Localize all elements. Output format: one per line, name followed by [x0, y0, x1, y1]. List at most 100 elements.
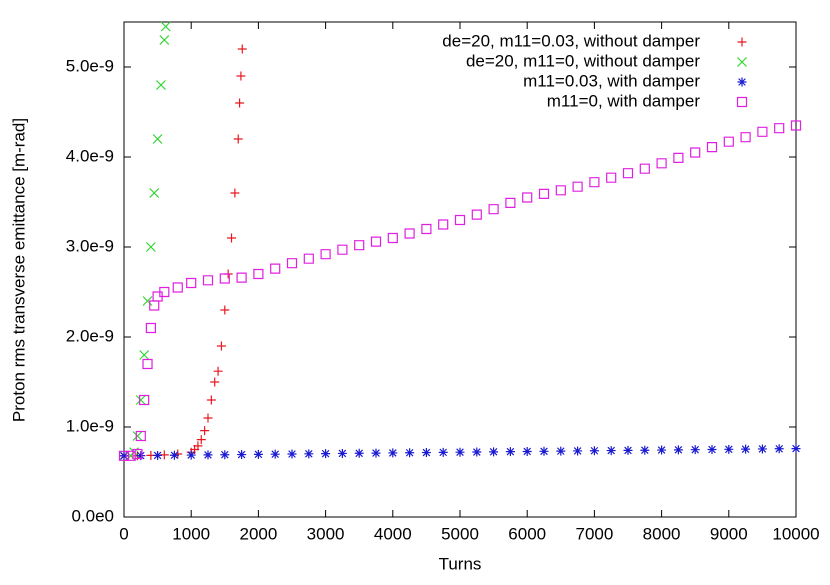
data-point [186, 450, 196, 460]
x-tick-label: 4000 [374, 524, 412, 543]
data-point [455, 447, 465, 457]
data-point [489, 447, 499, 457]
y-tick-label: 3.0e-9 [66, 236, 114, 255]
data-point [706, 142, 718, 153]
data-point [589, 446, 599, 456]
data-point [724, 444, 734, 454]
data-point [253, 268, 264, 280]
legend-label: m11=0, with damper [547, 91, 701, 110]
x-tick-label: 7000 [575, 524, 613, 543]
data-point [774, 444, 784, 454]
data-point [303, 253, 314, 264]
y-tick-label: 0.0e0 [71, 506, 114, 525]
data-point [227, 233, 237, 243]
legend-marker [737, 57, 747, 67]
data-point [505, 197, 516, 208]
data-point [370, 236, 382, 247]
data-point [640, 445, 650, 455]
data-point [371, 448, 381, 458]
data-point [220, 305, 230, 315]
data-point [573, 446, 583, 456]
data-point [471, 209, 482, 220]
data-point [139, 394, 150, 406]
data-point [253, 449, 263, 459]
data-point [387, 232, 398, 244]
data-point [673, 152, 684, 163]
data-point [421, 223, 432, 235]
data-point [774, 123, 785, 134]
data-point [216, 341, 226, 351]
data-point [145, 242, 156, 252]
data-point [139, 350, 150, 360]
data-point [454, 214, 466, 226]
data-point [589, 177, 600, 188]
data-point [690, 147, 701, 158]
data-point [219, 273, 230, 284]
data-point [230, 188, 240, 198]
data-point [505, 447, 515, 457]
data-point [488, 204, 499, 215]
x-tick-label: 0 [119, 524, 128, 543]
data-point [159, 35, 170, 45]
data-point [287, 449, 297, 459]
x-tick-label: 10000 [772, 524, 819, 543]
data-point [193, 441, 203, 451]
data-point [388, 448, 398, 458]
legend-marker [737, 77, 747, 87]
data-point [210, 377, 220, 387]
data-point [741, 444, 751, 454]
data-point [472, 447, 482, 457]
data-point [202, 275, 214, 286]
data-point [522, 192, 533, 203]
data-point [354, 240, 365, 251]
data-point [757, 126, 768, 137]
data-point [142, 358, 153, 370]
legend-marker [737, 37, 747, 47]
data-point [639, 163, 650, 174]
data-point [159, 286, 170, 298]
data-point [791, 444, 801, 454]
data-point [233, 134, 243, 144]
data-point [236, 272, 247, 283]
x-tick-label: 2000 [239, 524, 277, 543]
data-point [606, 172, 617, 183]
y-tick-label: 5.0e-9 [66, 56, 114, 75]
data-point [421, 448, 431, 458]
data-point [125, 450, 136, 461]
data-point [132, 431, 143, 441]
data-point [203, 450, 213, 460]
x-tick-label: 8000 [643, 524, 681, 543]
data-point [160, 21, 171, 32]
data-point [656, 158, 667, 169]
data-point [135, 430, 146, 442]
y-tick-label: 1.0e-9 [66, 416, 114, 435]
data-point [555, 185, 566, 196]
data-point [149, 300, 160, 311]
data-point [321, 449, 331, 459]
data-point [740, 132, 751, 143]
y-tick-label: 4.0e-9 [66, 146, 114, 165]
legend-marker [736, 96, 748, 108]
data-point [220, 450, 230, 460]
data-point [213, 366, 223, 376]
data-point [538, 188, 550, 199]
data-point [172, 282, 183, 293]
x-tick-label: 6000 [508, 524, 546, 543]
x-tick-label: 5000 [441, 524, 479, 543]
legend-label: de=20, m11=0, without damper [466, 51, 700, 70]
data-point [606, 446, 616, 456]
x-axis-label: Turns [439, 554, 482, 573]
data-point [237, 44, 247, 54]
data-point [132, 448, 143, 460]
data-point [152, 134, 163, 144]
data-point [790, 120, 802, 131]
data-point [404, 228, 415, 239]
data-point [304, 449, 314, 459]
data-point [152, 291, 163, 302]
x-tick-label: 9000 [710, 524, 748, 543]
data-point [196, 435, 206, 445]
data-point [690, 445, 700, 455]
x-tick-label: 1000 [172, 524, 210, 543]
data-point [337, 448, 347, 458]
